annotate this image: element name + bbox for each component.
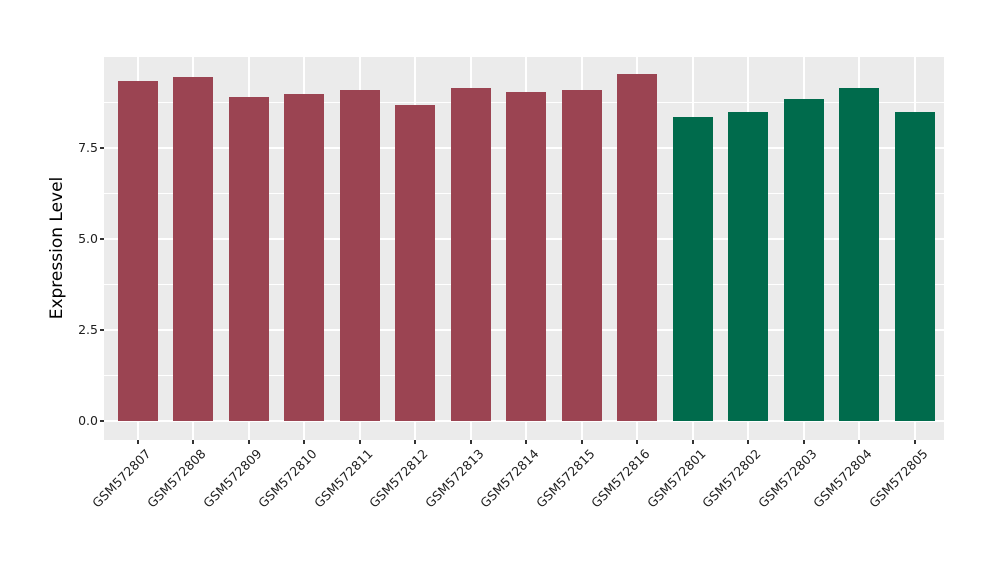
x-tick-label: GSM572805 xyxy=(865,446,931,511)
x-tick-mark xyxy=(303,440,305,444)
x-tick-label: GSM572810 xyxy=(255,446,320,511)
x-tick-label: GSM572813 xyxy=(421,446,487,511)
y-tick-label: 7.5 xyxy=(78,140,98,156)
bar-GSM572809 xyxy=(228,97,269,421)
bar-GSM572808 xyxy=(173,77,213,421)
bar-GSM572816 xyxy=(617,73,657,421)
x-tick-label: GSM572816 xyxy=(588,446,653,511)
x-tick-mark xyxy=(414,440,416,444)
x-tick-mark xyxy=(192,440,194,444)
x-tick-label: GSM572803 xyxy=(754,446,820,511)
y-tick-label: 2.5 xyxy=(78,322,98,338)
x-tick-label: GSM572815 xyxy=(532,446,598,511)
bar-GSM572807 xyxy=(117,81,158,421)
x-tick-label: GSM572801 xyxy=(643,446,709,511)
bar-GSM572801 xyxy=(672,117,713,421)
x-tick-label: GSM572804 xyxy=(810,446,875,511)
x-tick-mark xyxy=(525,440,527,444)
y-tick-mark xyxy=(100,238,104,241)
y-axis: 0.0 2.5 5.0 7.5 xyxy=(0,0,98,580)
x-tick-label: GSM572814 xyxy=(477,446,542,511)
x-tick-mark xyxy=(913,440,916,444)
bar-GSM572804 xyxy=(839,88,879,421)
bar-GSM572802 xyxy=(728,112,768,421)
x-tick-label: GSM572802 xyxy=(699,446,764,511)
bar-GSM572811 xyxy=(339,90,380,421)
x-tick-mark xyxy=(691,440,694,444)
plot-panel xyxy=(104,57,944,440)
major-gridline xyxy=(104,420,944,422)
bar-GSM572803 xyxy=(783,99,824,421)
x-tick-mark xyxy=(469,440,472,444)
x-tick-label: GSM572811 xyxy=(310,446,376,511)
y-tick-label: 5.0 xyxy=(78,231,98,247)
bar-GSM572813 xyxy=(450,88,491,421)
x-tick-mark xyxy=(636,440,638,444)
x-tick-label: GSM572809 xyxy=(199,446,265,511)
y-tick-mark xyxy=(100,147,104,150)
x-tick-mark xyxy=(247,440,250,444)
x-tick-label: GSM572808 xyxy=(144,446,209,511)
x-tick-label: GSM572812 xyxy=(366,446,431,511)
x-tick-mark xyxy=(747,440,749,444)
y-tick-mark xyxy=(100,420,104,422)
bar-GSM572810 xyxy=(284,93,324,421)
x-tick-mark xyxy=(580,440,583,444)
x-tick-mark xyxy=(136,440,139,444)
x-tick-mark xyxy=(358,440,361,444)
x-tick-label: GSM572807 xyxy=(88,446,154,511)
x-tick-mark xyxy=(858,440,860,444)
x-tick-mark xyxy=(802,440,805,444)
bar-GSM572814 xyxy=(506,92,546,421)
y-tick-label: 0.0 xyxy=(78,413,98,428)
bar-GSM572805 xyxy=(894,112,935,421)
y-tick-mark xyxy=(100,329,104,332)
bar-GSM572812 xyxy=(395,104,435,421)
bar-GSM572815 xyxy=(561,90,602,421)
